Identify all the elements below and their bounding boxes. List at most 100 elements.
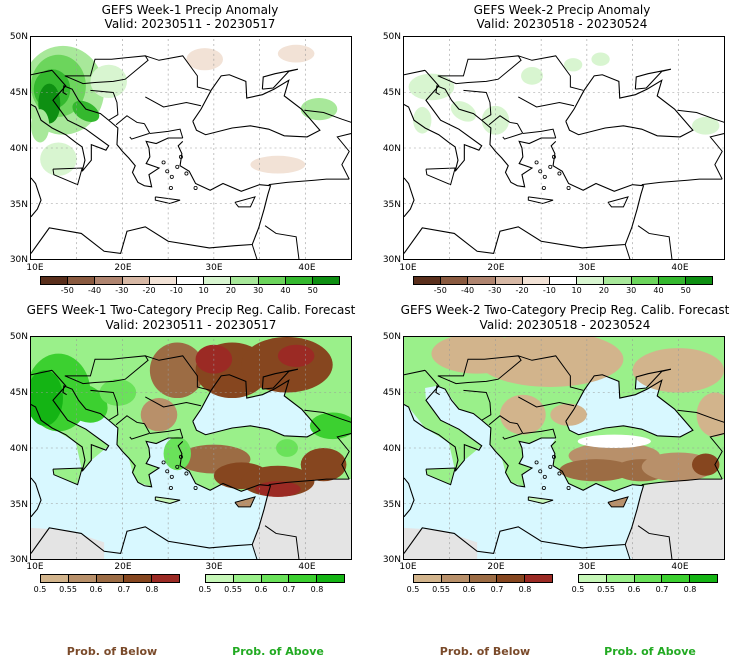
- prob-above-caption: Prob. of Above: [604, 645, 696, 658]
- colorbar-label: 10: [198, 286, 209, 295]
- lat-label: 40N: [9, 144, 28, 154]
- colorbar-swatch: [289, 575, 318, 582]
- lat-label: 35N: [382, 200, 401, 210]
- lon-label: 40E: [298, 562, 316, 572]
- colorbar-label: 0.55: [59, 585, 77, 594]
- colorbar-label: 0.5: [198, 585, 212, 594]
- lon-label: 40E: [671, 263, 689, 273]
- colorbar-swatch: [152, 575, 179, 582]
- colorbar-swatch: [414, 277, 442, 284]
- colorbar-swatch: [690, 575, 717, 582]
- colorbar-label: 30: [626, 286, 637, 295]
- colorbar-swatch: [549, 277, 578, 284]
- colorbar-swatch: [124, 575, 153, 582]
- lat-label: 30N: [9, 555, 28, 565]
- colorbar-label: -30: [115, 286, 129, 295]
- colorbar-label: -10: [542, 286, 556, 295]
- colorbar-swatch: [231, 277, 259, 284]
- map-canvas: [404, 337, 724, 559]
- colorbar-swatch: [441, 575, 470, 582]
- colorbar-swatch: [497, 575, 526, 582]
- colorbar-swatch: [95, 277, 123, 284]
- colorbar-label: 0.55: [432, 585, 450, 594]
- colorbar-label: 0.5: [406, 585, 420, 594]
- map-week1-anomaly: [30, 36, 352, 260]
- lat-label: 30N: [382, 255, 401, 265]
- colorbar-swatch: [206, 575, 234, 582]
- colorbar-label: 0.6: [89, 585, 103, 594]
- colorbar-label: 0.7: [282, 585, 296, 594]
- colorbar-swatch: [469, 575, 498, 582]
- lat-label: 45N: [9, 388, 28, 398]
- colorbar-swatch: [495, 277, 523, 284]
- lon-label: 30E: [578, 263, 596, 273]
- colorbar-swatch: [631, 277, 659, 284]
- colorbar-label: -50: [433, 286, 447, 295]
- colorbar-label: 0.5: [571, 585, 585, 594]
- map-canvas: [31, 337, 351, 559]
- panel-4-title: GEFS Week-2 Two-Category Precip Reg. Cal…: [400, 303, 730, 317]
- colorbar-label: 30: [253, 286, 264, 295]
- lon-label: 10E: [26, 562, 44, 572]
- panel-3-valid: Valid: 20230511 - 20230517: [105, 318, 277, 332]
- colorbar-swatch: [579, 575, 607, 582]
- colorbar-swatch: [577, 277, 605, 284]
- panel-3-title: GEFS Week-1 Two-Category Precip Reg. Cal…: [26, 303, 356, 317]
- colorbar-label: 0.6: [627, 585, 641, 594]
- colorbar-label: -50: [60, 286, 74, 295]
- colorbar-swatch: [176, 277, 205, 284]
- colorbar-swatch: [604, 277, 632, 284]
- colorbar-swatch: [204, 277, 232, 284]
- lon-label: 20E: [114, 263, 132, 273]
- panel-1-title: GEFS Week-1 Precip Anomaly: [101, 3, 279, 17]
- colorbar-swatch: [261, 575, 290, 582]
- colorbar-swatch: [233, 575, 262, 582]
- colorbar-swatch: [41, 575, 69, 582]
- lon-label: 10E: [399, 263, 417, 273]
- colorbar-swatch: [634, 575, 663, 582]
- colorbar-label: 10: [571, 286, 582, 295]
- prob-below-colorbar: [40, 574, 180, 583]
- colorbar-swatch: [312, 277, 340, 284]
- colorbar-label: 0.7: [655, 585, 669, 594]
- lat-label: 35N: [9, 500, 28, 510]
- colorbar-swatch: [414, 575, 442, 582]
- colorbar-swatch: [41, 277, 69, 284]
- colorbar-label: 20: [598, 286, 609, 295]
- lon-label: 40E: [671, 562, 689, 572]
- map-canvas: [31, 37, 351, 259]
- lat-label: 35N: [9, 200, 28, 210]
- colorbar-swatch: [441, 277, 469, 284]
- anomaly-colorbar: [40, 276, 340, 285]
- colorbar-label: 0.7: [117, 585, 131, 594]
- colorbar-label: -10: [169, 286, 183, 295]
- lon-label: 30E: [205, 263, 223, 273]
- colorbar-swatch: [317, 575, 344, 582]
- lat-label: 40N: [9, 444, 28, 454]
- lon-label: 20E: [114, 562, 132, 572]
- lat-label: 35N: [382, 500, 401, 510]
- lat-label: 50N: [382, 332, 401, 342]
- prob-below-caption: Prob. of Below: [439, 645, 531, 658]
- anomaly-colorbar: [413, 276, 713, 285]
- prob-below-colorbar: [413, 574, 553, 583]
- lon-label: 20E: [487, 562, 505, 572]
- prob-above-caption: Prob. of Above: [232, 645, 324, 658]
- colorbar-swatch: [525, 575, 552, 582]
- colorbar-swatch: [658, 277, 686, 284]
- colorbar-label: 0.7: [490, 585, 504, 594]
- lat-label: 30N: [9, 255, 28, 265]
- lon-label: 10E: [26, 263, 44, 273]
- colorbar-label: -40: [460, 286, 475, 295]
- lon-label: 20E: [487, 263, 505, 273]
- panel-2-valid: Valid: 20230518 - 20230524: [476, 17, 648, 31]
- colorbar-label: 0.55: [597, 585, 615, 594]
- panel-2-title: GEFS Week-2 Precip Anomaly: [473, 3, 651, 17]
- map-week1-probability: [30, 336, 352, 560]
- colorbar-label: -40: [87, 286, 102, 295]
- colorbar-swatch: [149, 277, 177, 284]
- colorbar-label: 0.55: [224, 585, 242, 594]
- colorbar-label: 40: [280, 286, 291, 295]
- colorbar-label: 0.6: [254, 585, 268, 594]
- colorbar-label: -20: [142, 286, 156, 295]
